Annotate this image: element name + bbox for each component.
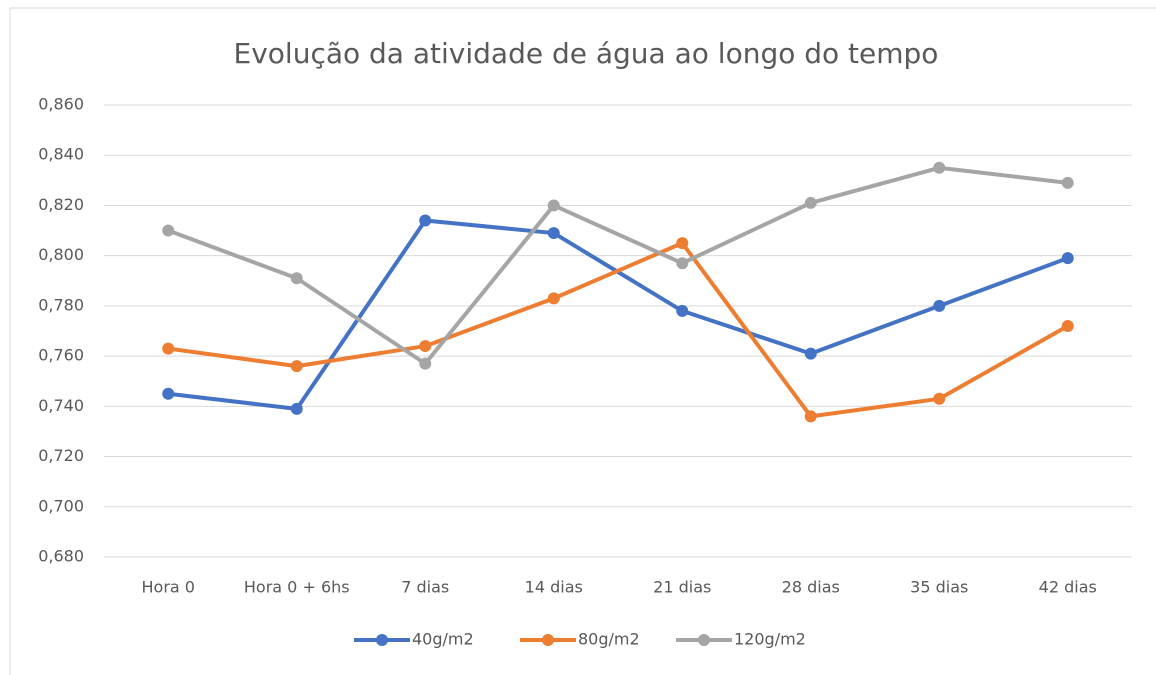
- y-tick-label: 0,760: [38, 346, 84, 365]
- y-tick-label: 0,780: [38, 295, 84, 314]
- point: [547, 227, 560, 240]
- y-tick-label: 0,720: [38, 446, 84, 465]
- point: [804, 196, 817, 209]
- y-tick-label: 0,840: [38, 145, 84, 164]
- x-tick-label: 42 dias: [1039, 578, 1097, 597]
- point: [1061, 319, 1074, 332]
- series-line: [167, 165, 1068, 366]
- point: [804, 347, 817, 360]
- point: [804, 410, 817, 423]
- point: [419, 340, 432, 353]
- point: [933, 392, 946, 405]
- series-line: [167, 241, 1069, 419]
- point: [676, 304, 689, 317]
- y-tick-label: 0,820: [38, 195, 84, 214]
- y-tick-label: 0,680: [38, 547, 84, 566]
- x-tick-label: Hora 0: [142, 578, 195, 597]
- y-tick-label: 0,860: [38, 95, 84, 114]
- y-tick-label: 0,700: [38, 496, 84, 515]
- point: [290, 272, 303, 285]
- legend-label: 120g/m2: [734, 630, 806, 649]
- legend-label: 40g/m2: [412, 630, 474, 649]
- series-line: [168, 218, 1069, 411]
- legend-label: 80g/m2: [578, 630, 640, 649]
- legend-marker: [698, 634, 710, 646]
- point: [1061, 176, 1074, 189]
- y-tick-label: 0,800: [38, 245, 84, 264]
- x-tick-label: 14 dias: [525, 578, 583, 597]
- point: [419, 214, 432, 227]
- point: [1061, 252, 1074, 265]
- point: [290, 360, 303, 373]
- point: [933, 299, 946, 312]
- x-tick-label: 28 dias: [782, 578, 840, 597]
- x-tick-label: 35 dias: [910, 578, 968, 597]
- chart-border: [9, 7, 1156, 675]
- point: [162, 224, 175, 237]
- point: [547, 292, 560, 305]
- point: [547, 199, 560, 212]
- x-tick-label: 21 dias: [653, 578, 711, 597]
- legend-marker: [376, 634, 388, 646]
- point: [676, 237, 689, 250]
- point: [162, 387, 175, 400]
- x-tick-label: 7 dias: [401, 578, 449, 597]
- point: [290, 402, 303, 415]
- point: [933, 161, 946, 174]
- legend-marker: [542, 634, 554, 646]
- y-tick-label: 0,740: [38, 396, 84, 415]
- point: [162, 342, 175, 355]
- point: [419, 357, 432, 370]
- chart-title: Evolução da atividade de água ao longo d…: [234, 37, 939, 70]
- x-tick-label: Hora 0 + 6hs: [244, 578, 350, 597]
- point: [676, 257, 689, 270]
